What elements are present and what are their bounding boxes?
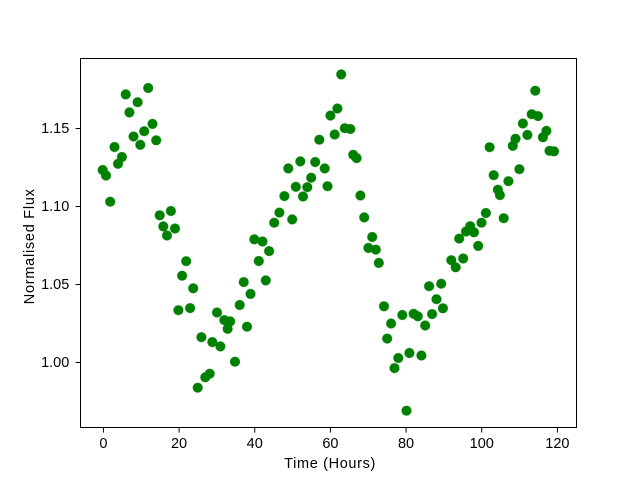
svg-text:0: 0: [99, 436, 107, 452]
svg-text:40: 40: [247, 436, 263, 452]
svg-text:80: 80: [398, 436, 414, 452]
svg-text:120: 120: [545, 436, 569, 452]
svg-text:1.05: 1.05: [41, 277, 69, 293]
svg-text:Normalised Flux: Normalised Flux: [22, 188, 38, 304]
svg-text:Time (Hours): Time (Hours): [284, 456, 376, 472]
svg-text:1.15: 1.15: [41, 121, 69, 137]
svg-text:1.10: 1.10: [41, 199, 69, 215]
svg-text:100: 100: [470, 436, 494, 452]
svg-text:60: 60: [322, 436, 338, 452]
svg-text:1.00: 1.00: [41, 355, 69, 371]
svg-text:20: 20: [171, 436, 187, 452]
